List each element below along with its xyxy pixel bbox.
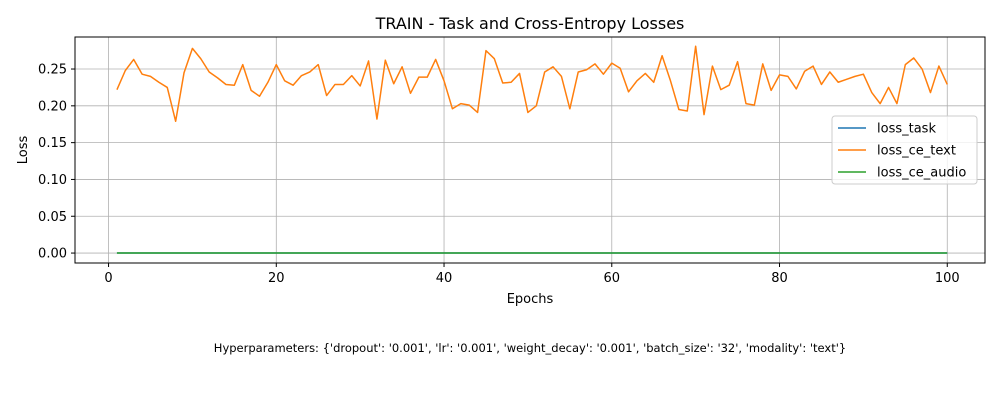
y-tick-label: 0.20 [38,99,67,114]
x-tick-label: 20 [268,271,285,286]
series-lines [116,45,948,254]
series-line-loss-ce-text [116,45,948,123]
legend-box [831,115,978,185]
y-tick-label: 0.05 [38,210,67,225]
y-tick-label: 0.00 [38,247,67,262]
plot-frame [74,36,986,264]
hyperparameters-text: Hyperparameters: {'dropout': '0.001', 'l… [213,341,847,355]
y-tick-label: 0.15 [38,136,67,151]
x-tick-label: 60 [604,271,621,286]
x-tick-label: 100 [935,271,960,286]
legend: loss_task loss_ce_text loss_ce_audio [831,115,978,185]
y-tick-label: 0.10 [38,173,67,188]
y-axis-label: Loss [16,136,31,165]
x-axis-label: Epochs [507,292,554,307]
legend-label-loss-task: loss_task [877,122,936,137]
y-axis-ticks: 0.00 0.05 0.10 0.15 0.20 0.25 [38,63,75,262]
x-axis-ticks: 0 20 40 60 80 100 [104,263,960,286]
legend-label-loss-ce-text: loss_ce_text [877,144,956,159]
x-tick-label: 40 [436,271,453,286]
x-tick-label: 0 [104,271,112,286]
x-tick-label: 80 [771,271,788,286]
chart-title: TRAIN - Task and Cross-Entropy Losses [375,14,685,33]
y-tick-label: 0.25 [38,63,67,78]
legend-label-loss-ce-audio: loss_ce_audio [877,166,966,181]
